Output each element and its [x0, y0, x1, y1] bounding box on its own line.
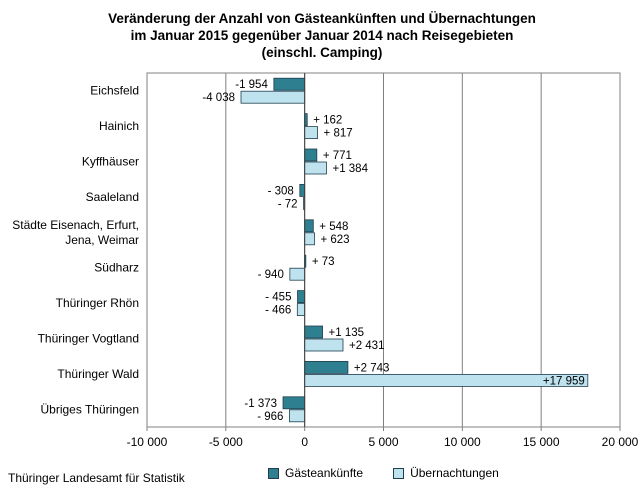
- legend: Gästeankünfte Übernachtungen: [268, 466, 499, 480]
- data-label: -1 954: [235, 79, 268, 91]
- bar-overnights: [289, 409, 306, 423]
- legend-item-overnights: Übernachtungen: [393, 466, 499, 480]
- category-label: Saaleland: [86, 190, 139, 204]
- x-tick-label: 10 000: [444, 435, 481, 449]
- chart-title-line-3: (einschl. Camping): [261, 45, 383, 60]
- category-label: Übriges Thüringen: [40, 402, 139, 416]
- x-tick-label: 0: [301, 435, 308, 449]
- source-note: Thüringer Landesamt für Statistik: [8, 471, 185, 485]
- data-label: + 73: [312, 256, 335, 268]
- data-label: - 72: [278, 198, 298, 210]
- category-label: Thüringer Rhön: [56, 296, 139, 310]
- chart-title: Veränderung der Anzahl von Gästeankünfte…: [0, 10, 644, 61]
- data-label: +2 431: [349, 340, 385, 352]
- bar-overnights: [304, 232, 315, 246]
- data-label: + 623: [320, 234, 349, 246]
- bar-arrivals: [304, 325, 323, 339]
- data-label: + 817: [324, 128, 353, 140]
- x-tick-label: -10 000: [127, 435, 168, 449]
- category-label: Kyffhäuser: [82, 155, 139, 169]
- bar-overnights: [296, 303, 306, 317]
- data-label: -1 373: [244, 398, 277, 410]
- category-label: Thüringer Vogtland: [38, 332, 139, 346]
- bar-overnights: [304, 161, 327, 175]
- x-tick-label: 5 000: [368, 435, 398, 449]
- x-tick-label: 15 000: [523, 435, 560, 449]
- legend-swatch-overnights: [393, 467, 405, 479]
- data-label: +1 384: [332, 163, 368, 175]
- data-label: - 940: [258, 269, 284, 281]
- bar-overnights: [304, 126, 318, 139]
- data-label: - 455: [265, 292, 291, 304]
- legend-swatch-arrivals: [268, 467, 279, 479]
- bar-overnights: [304, 338, 344, 352]
- bar-arrivals: [299, 183, 306, 197]
- category-label: Thüringer Wald: [57, 367, 139, 381]
- data-label: - 966: [257, 411, 283, 423]
- bar-arrivals: [304, 360, 349, 374]
- chart-title-line-1: Veränderung der Anzahl von Gästeankünfte…: [108, 11, 536, 26]
- legend-label-overnights: Übernachtungen: [410, 466, 499, 480]
- data-label: + 548: [319, 221, 348, 233]
- category-label: Südharz: [94, 261, 139, 275]
- legend-label-arrivals: Gästeankünfte: [285, 466, 364, 480]
- category-label: Hainich: [99, 119, 139, 133]
- data-label: +1 135: [329, 327, 365, 339]
- data-label: + 162: [313, 115, 342, 127]
- category-label: Eichsfeld: [90, 84, 139, 98]
- bar-overnights: [289, 267, 306, 281]
- data-label: +2 743: [354, 362, 390, 374]
- bar-arrivals: [273, 77, 306, 91]
- data-label: - 466: [265, 305, 291, 317]
- chart-title-line-2: im Januar 2015 gegenüber Januar 2014 nac…: [130, 28, 514, 43]
- data-label: - 308: [268, 185, 294, 197]
- legend-item-arrivals: Gästeankünfte: [268, 466, 363, 480]
- bar-arrivals: [304, 148, 318, 162]
- bar-arrivals: [304, 219, 314, 233]
- bar-overnights: [240, 90, 306, 104]
- x-tick-label: 20 000: [602, 435, 639, 449]
- data-label: -4 038: [202, 92, 235, 104]
- bar-arrivals: [297, 290, 306, 304]
- bar-arrivals: [282, 396, 306, 410]
- category-label: Städte Eisenach, Erfurt, Jena, Weimar: [12, 218, 139, 247]
- x-tick-label: -5 000: [209, 435, 243, 449]
- data-label: + 771: [323, 150, 352, 162]
- data-label: +17 959: [543, 375, 585, 387]
